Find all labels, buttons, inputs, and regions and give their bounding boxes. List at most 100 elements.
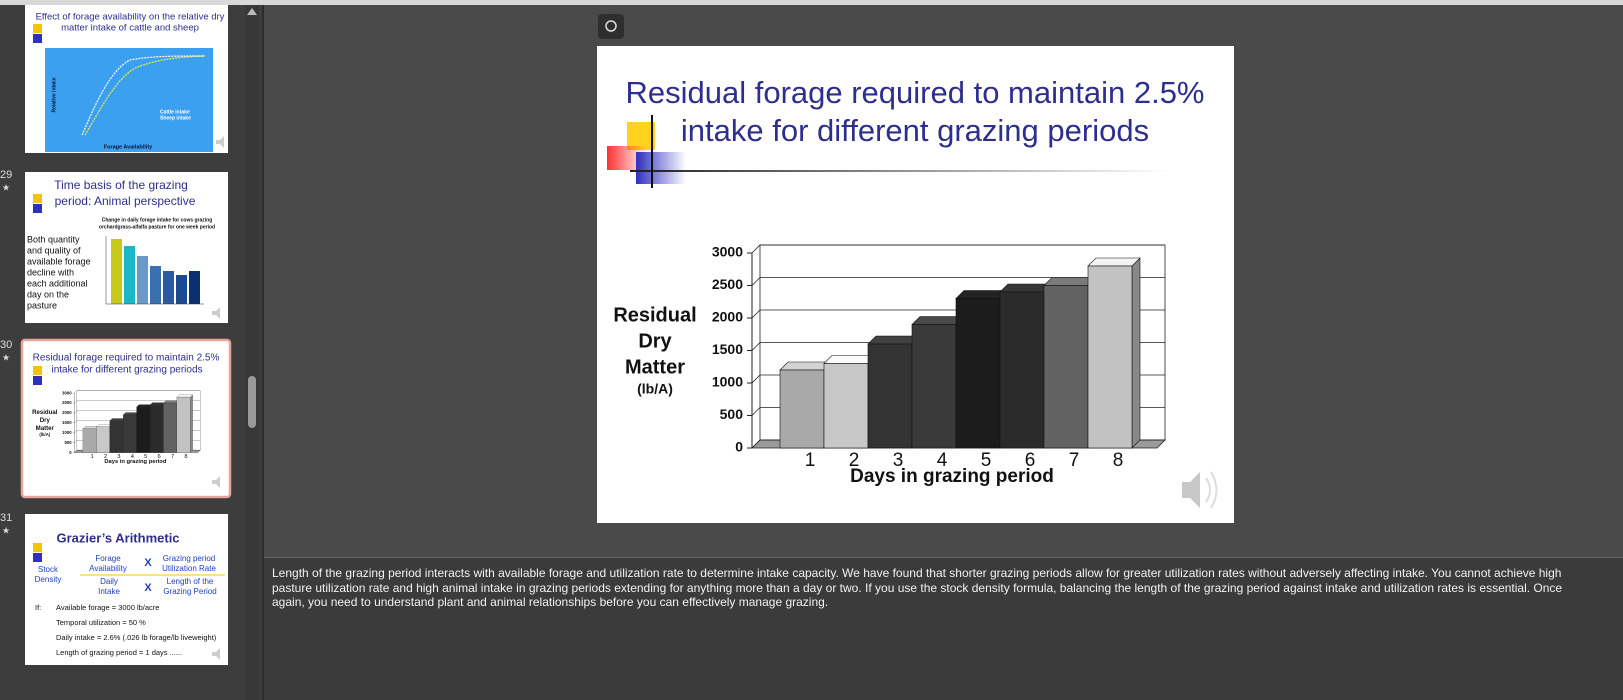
given-text: Temporal utilization = 50 % <box>56 618 146 627</box>
wall-diagonal <box>74 430 77 433</box>
bar-side <box>1131 257 1141 449</box>
y-tick-label: 3000 <box>62 390 72 395</box>
thumb-body-line: each additional <box>27 278 88 288</box>
x-tick-label: 6 <box>158 454 161 460</box>
star: ★ <box>2 525 10 535</box>
wall-diagonal <box>751 439 761 449</box>
y-tick-label: 500 <box>720 406 744 422</box>
formula-text: Stock <box>38 565 59 574</box>
bar <box>867 343 913 449</box>
bar <box>163 402 177 453</box>
bar-top <box>1087 257 1141 267</box>
y-tick-label: 1000 <box>62 430 72 435</box>
bar <box>149 404 164 453</box>
star: ★ <box>2 352 10 362</box>
thumb-chart: 0 500 1000 1500 2000 2500 3000 1 2 3 4 5 6 7 8 Days in … <box>32 390 201 465</box>
deco <box>33 376 42 385</box>
y-axis-unit: (lb/A) <box>39 432 50 437</box>
bar <box>1087 265 1133 449</box>
thumb-bars <box>105 236 204 305</box>
notes-pane <box>264 557 1623 700</box>
y-tick-label: 2000 <box>62 410 72 415</box>
deco <box>33 366 42 375</box>
deco <box>33 194 42 203</box>
y-tick-label: 0 <box>735 439 743 455</box>
x-tick-label: 8 <box>184 454 187 460</box>
thumb-body-line: Both quantity <box>27 234 80 244</box>
scrollbar[interactable] <box>245 5 259 700</box>
wall-diagonal <box>74 420 77 423</box>
formula-text: Daily <box>100 577 118 586</box>
x-tick-label: 1 <box>90 454 93 460</box>
slide-number: 31 <box>0 512 12 524</box>
scroll-up[interactable] <box>247 8 257 15</box>
formula-text: X <box>144 582 152 594</box>
thumb-title: Grazier’s Arithmetic <box>56 530 179 545</box>
y-tick-label: 0 <box>69 450 72 455</box>
button-icon <box>605 20 617 32</box>
thumb-chart-title: orchardgrass-alfalfa pasture for one wee… <box>99 224 215 230</box>
slide-number: 29 <box>0 169 12 181</box>
wall-diagonal <box>74 400 77 404</box>
formula-text: Density <box>35 575 62 584</box>
copilot-button[interactable] <box>598 14 624 39</box>
slide-number: 30 <box>0 339 12 351</box>
curve <box>81 55 206 136</box>
axis-label: Forage Availability <box>104 144 153 150</box>
deco-bar <box>137 256 148 304</box>
formula-text: If: <box>35 603 41 612</box>
bar <box>96 426 110 453</box>
thumb-chart-bg <box>45 48 213 152</box>
x-tick-label: 4 <box>131 454 135 460</box>
thumbnail-30[interactable]: Residual forage required to maintain 2.5… <box>20 338 232 499</box>
y-axis-unit: (lb/A) <box>637 381 673 397</box>
legend-text: Sheep intake <box>160 115 191 121</box>
bar <box>999 291 1045 449</box>
audio-icon[interactable] <box>1182 471 1218 509</box>
wall-diagonal <box>751 407 761 416</box>
thumb-body-line: day on the <box>27 289 69 299</box>
thumb-bg <box>25 514 228 665</box>
bar <box>82 428 97 453</box>
formula-text: Grazing Period <box>163 587 216 596</box>
wall-diagonal <box>751 277 761 286</box>
formula-text: Forage <box>95 554 121 563</box>
bar-side <box>190 394 193 453</box>
axis-label: Relative intake <box>51 77 57 112</box>
deco-bar <box>111 239 122 304</box>
x-tick-label: 2 <box>104 454 107 460</box>
scroll-thumb[interactable] <box>248 376 256 428</box>
formula-text: Intake <box>98 587 120 596</box>
wall-diagonal <box>751 374 761 384</box>
thumbnail-28[interactable]: Effect of forage availability on the rel… <box>25 5 228 153</box>
thumb-body-line: available forage <box>27 256 91 266</box>
deco-yellow <box>627 122 655 150</box>
given-text: Available forage = 3000 lb/acre <box>56 603 159 612</box>
x-tick-label: 3 <box>893 450 904 471</box>
y-tick-label: 2000 <box>712 309 743 325</box>
deco <box>33 24 42 33</box>
legend-text: Cattle intake <box>160 109 190 115</box>
formula-text: Grazing period <box>163 554 215 563</box>
thumbnail-29[interactable]: Time basis of the grazing period: Animal… <box>25 172 228 323</box>
y-axis-label: Dry <box>638 330 672 352</box>
x-tick-label: 7 <box>171 454 174 460</box>
y-axis-label: Dry <box>40 417 51 424</box>
x-tick-label: 4 <box>937 450 948 471</box>
deco <box>33 543 42 552</box>
y-tick-label: 2500 <box>712 276 743 292</box>
title-rule <box>630 170 1170 172</box>
speaker-notes[interactable]: Length of the grazing period interacts w… <box>272 566 1563 609</box>
x-tick-label: 5 <box>144 454 147 460</box>
bar-top <box>176 394 193 398</box>
x-tick-label: 5 <box>981 450 992 471</box>
x-tick-label: 1 <box>805 450 816 471</box>
given-text: Daily intake = 2.6% (.026 lb forage/lb l… <box>56 633 217 642</box>
bar <box>823 363 869 449</box>
bar <box>176 397 191 453</box>
formula-text: Length of the <box>167 577 214 586</box>
curve <box>84 55 206 136</box>
bar <box>136 406 151 453</box>
